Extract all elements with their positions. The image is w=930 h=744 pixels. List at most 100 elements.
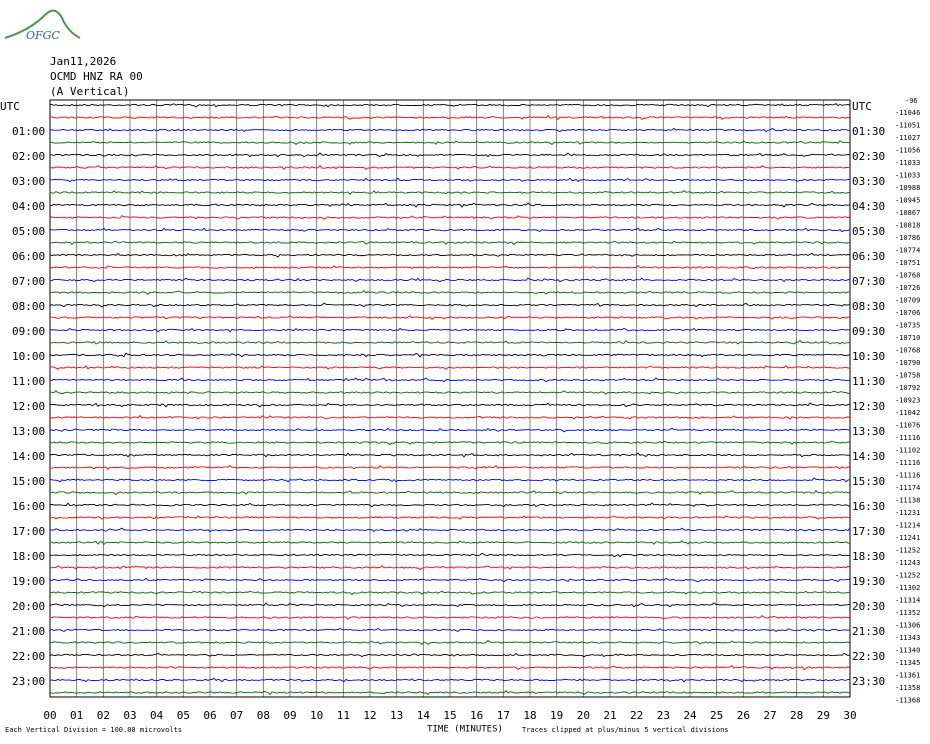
left-hour-label: 13:00 <box>12 425 45 438</box>
component: (A Vertical) <box>50 85 129 98</box>
x-tick-label: 28 <box>790 709 803 722</box>
right-hour-label: 22:30 <box>852 650 885 663</box>
left-hour-label: UTC <box>0 100 20 113</box>
trace <box>49 489 851 496</box>
trace <box>49 389 851 395</box>
trace-offset: -10710 <box>895 334 920 342</box>
trace-offset: -11241 <box>895 534 920 542</box>
left-hour-label: 21:00 <box>12 625 45 638</box>
x-tick-label: 27 <box>763 709 776 722</box>
trace <box>49 190 851 195</box>
right-hour-label: 20:30 <box>852 600 885 613</box>
logo: OFGC <box>26 29 60 42</box>
trace <box>49 627 851 633</box>
right-hour-label: 08:30 <box>852 300 885 313</box>
trace-offset: -11102 <box>895 447 920 455</box>
x-tick-label: 09 <box>283 709 296 722</box>
left-hour-label: 16:00 <box>12 500 45 513</box>
x-tick-label: 03 <box>123 709 136 722</box>
x-tick-label: 12 <box>363 709 376 722</box>
trace <box>49 639 851 645</box>
x-tick-label: 25 <box>710 709 723 722</box>
trace-offset: -11116 <box>895 472 920 480</box>
trace-offset: -11368 <box>895 697 920 705</box>
left-hour-label: 09:00 <box>12 325 45 338</box>
trace-offset: -11033 <box>895 172 920 180</box>
trace <box>49 152 851 158</box>
left-hour-label: 15:00 <box>12 475 45 488</box>
trace-offset: -11116 <box>895 459 920 467</box>
left-hour-label: 05:00 <box>12 225 45 238</box>
x-tick-label: 21 <box>603 709 616 722</box>
trace <box>49 215 851 220</box>
trace-offset: -11214 <box>895 522 920 530</box>
right-hour-label: 17:30 <box>852 525 885 538</box>
trace-offset: -11116 <box>895 434 920 442</box>
trace-offset: -10818 <box>895 222 920 230</box>
x-tick-label: 02 <box>97 709 110 722</box>
logo-mark <box>4 9 81 39</box>
right-hour-label: 16:30 <box>852 500 885 513</box>
date: Jan11,2026 <box>50 55 116 68</box>
trace <box>49 665 851 671</box>
clip-note: Traces clipped at plus/minus 5 vertical … <box>522 726 729 734</box>
trace-offset: -10735 <box>895 322 920 330</box>
x-tick-label: 18 <box>523 709 536 722</box>
x-tick-label: 04 <box>150 709 164 722</box>
left-hour-label: 23:00 <box>12 675 45 688</box>
x-tick-label: 29 <box>817 709 830 722</box>
trace-offset: -11352 <box>895 609 920 617</box>
trace-offset: -10988 <box>895 184 920 192</box>
trace-offset: -11358 <box>895 684 920 692</box>
x-tick-label: 11 <box>337 709 350 722</box>
left-hour-label: 04:00 <box>12 200 45 213</box>
trace-offset: -11302 <box>895 584 920 592</box>
left-hour-label: 07:00 <box>12 275 45 288</box>
trace-offset: -11051 <box>895 122 920 130</box>
right-hour-label: 13:30 <box>852 425 885 438</box>
trace-offset: -10768 <box>895 347 920 355</box>
x-tick-label: 13 <box>390 709 403 722</box>
trace <box>49 540 851 546</box>
left-hour-label: 11:00 <box>12 375 45 388</box>
trace-offset: -10706 <box>895 309 920 317</box>
trace <box>49 402 851 408</box>
left-hour-label: 18:00 <box>12 550 45 563</box>
trace <box>49 464 851 471</box>
trace <box>49 103 851 108</box>
trace <box>49 515 851 520</box>
trace <box>49 177 851 183</box>
trace <box>49 427 851 433</box>
grid <box>49 99 851 698</box>
right-hour-label: 07:30 <box>852 275 885 288</box>
trace-offset: -10709 <box>895 297 920 305</box>
right-hour-label: UTC <box>852 100 872 113</box>
trace-offset: -10945 <box>895 197 920 205</box>
x-tick-label: 00 <box>43 709 56 722</box>
left-hour-label: 12:00 <box>12 400 45 413</box>
trace <box>49 452 851 458</box>
trace-offset: -11231 <box>895 509 920 517</box>
left-hour-label: 03:00 <box>12 175 45 188</box>
right-hour-label: 01:30 <box>852 125 885 138</box>
x-tick-label: 20 <box>577 709 590 722</box>
x-tick-label: 19 <box>550 709 563 722</box>
trace-offset: -11243 <box>895 559 920 567</box>
trace <box>49 202 851 208</box>
trace-offset: -10751 <box>895 259 920 267</box>
trace <box>49 690 851 696</box>
x-tick-label: 08 <box>257 709 270 722</box>
x-tick-label: 24 <box>683 709 697 722</box>
x-tick-label: 06 <box>203 709 216 722</box>
station: OCMD HNZ RA 00 <box>50 70 143 83</box>
trace-offset: -11056 <box>895 147 920 155</box>
trace <box>49 502 851 508</box>
right-hour-label: 23:30 <box>852 675 885 688</box>
trace-offset: -10790 <box>895 359 920 367</box>
trace <box>49 677 851 683</box>
trace-offset: -10758 <box>895 372 920 380</box>
right-hour-label: 14:30 <box>852 450 885 463</box>
x-tick-label: 10 <box>310 709 323 722</box>
trace-offset: -11343 <box>895 634 920 642</box>
